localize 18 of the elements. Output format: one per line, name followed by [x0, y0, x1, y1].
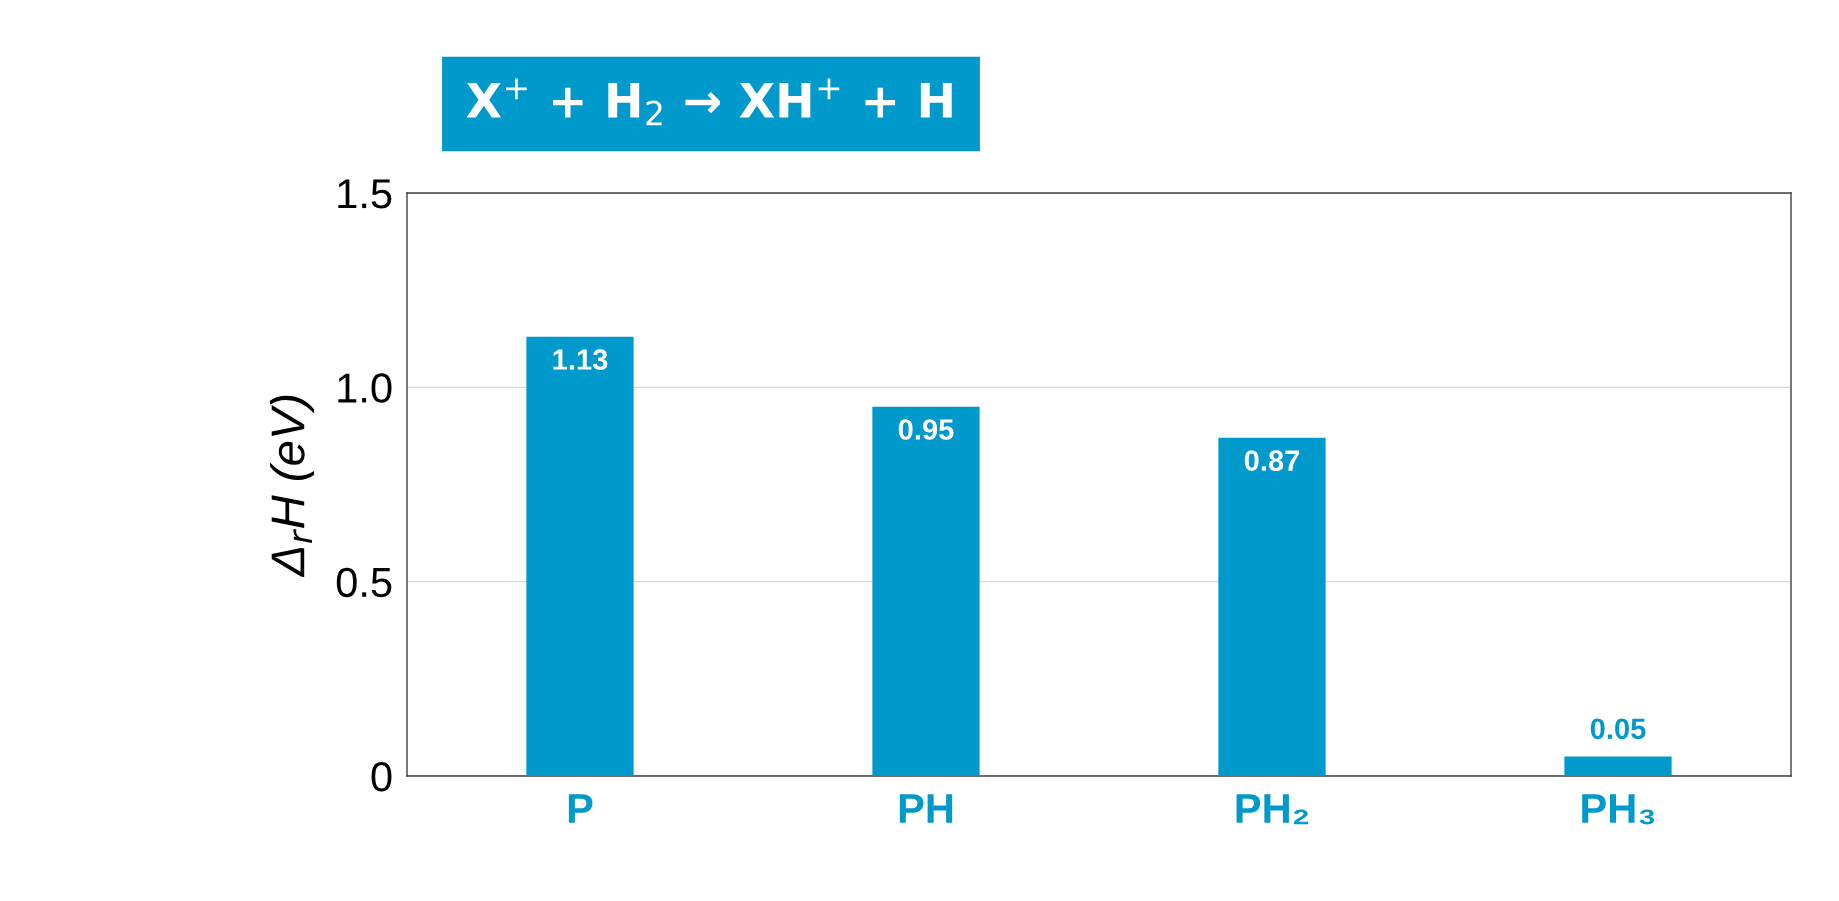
data-label: 0.05	[1590, 718, 1646, 740]
bar	[526, 336, 634, 776]
y-tick-label: 0	[371, 762, 392, 792]
bar	[1564, 756, 1672, 776]
data-label: 0.95	[898, 419, 954, 440]
x-tick-label: PH₃	[1582, 794, 1655, 825]
bar	[872, 406, 980, 776]
y-tick-label: 1.5	[338, 179, 392, 209]
chart-title: X$^{+}$ + H$_{2}$ → XH$^{+}$ + H	[466, 78, 952, 126]
x-tick-label: PH₂	[1236, 794, 1309, 825]
y-axis-title: Δ$_{r}$H (eV)	[269, 395, 314, 578]
y-tick-label: 1.0	[338, 373, 392, 403]
data-label: 1.13	[553, 349, 608, 370]
x-tick-label: P	[568, 794, 593, 823]
x-tick-label: PH	[899, 794, 953, 823]
data-label: 0.87	[1244, 450, 1300, 471]
y-tick-label: 0.5	[336, 567, 392, 598]
bar	[1218, 437, 1326, 776]
